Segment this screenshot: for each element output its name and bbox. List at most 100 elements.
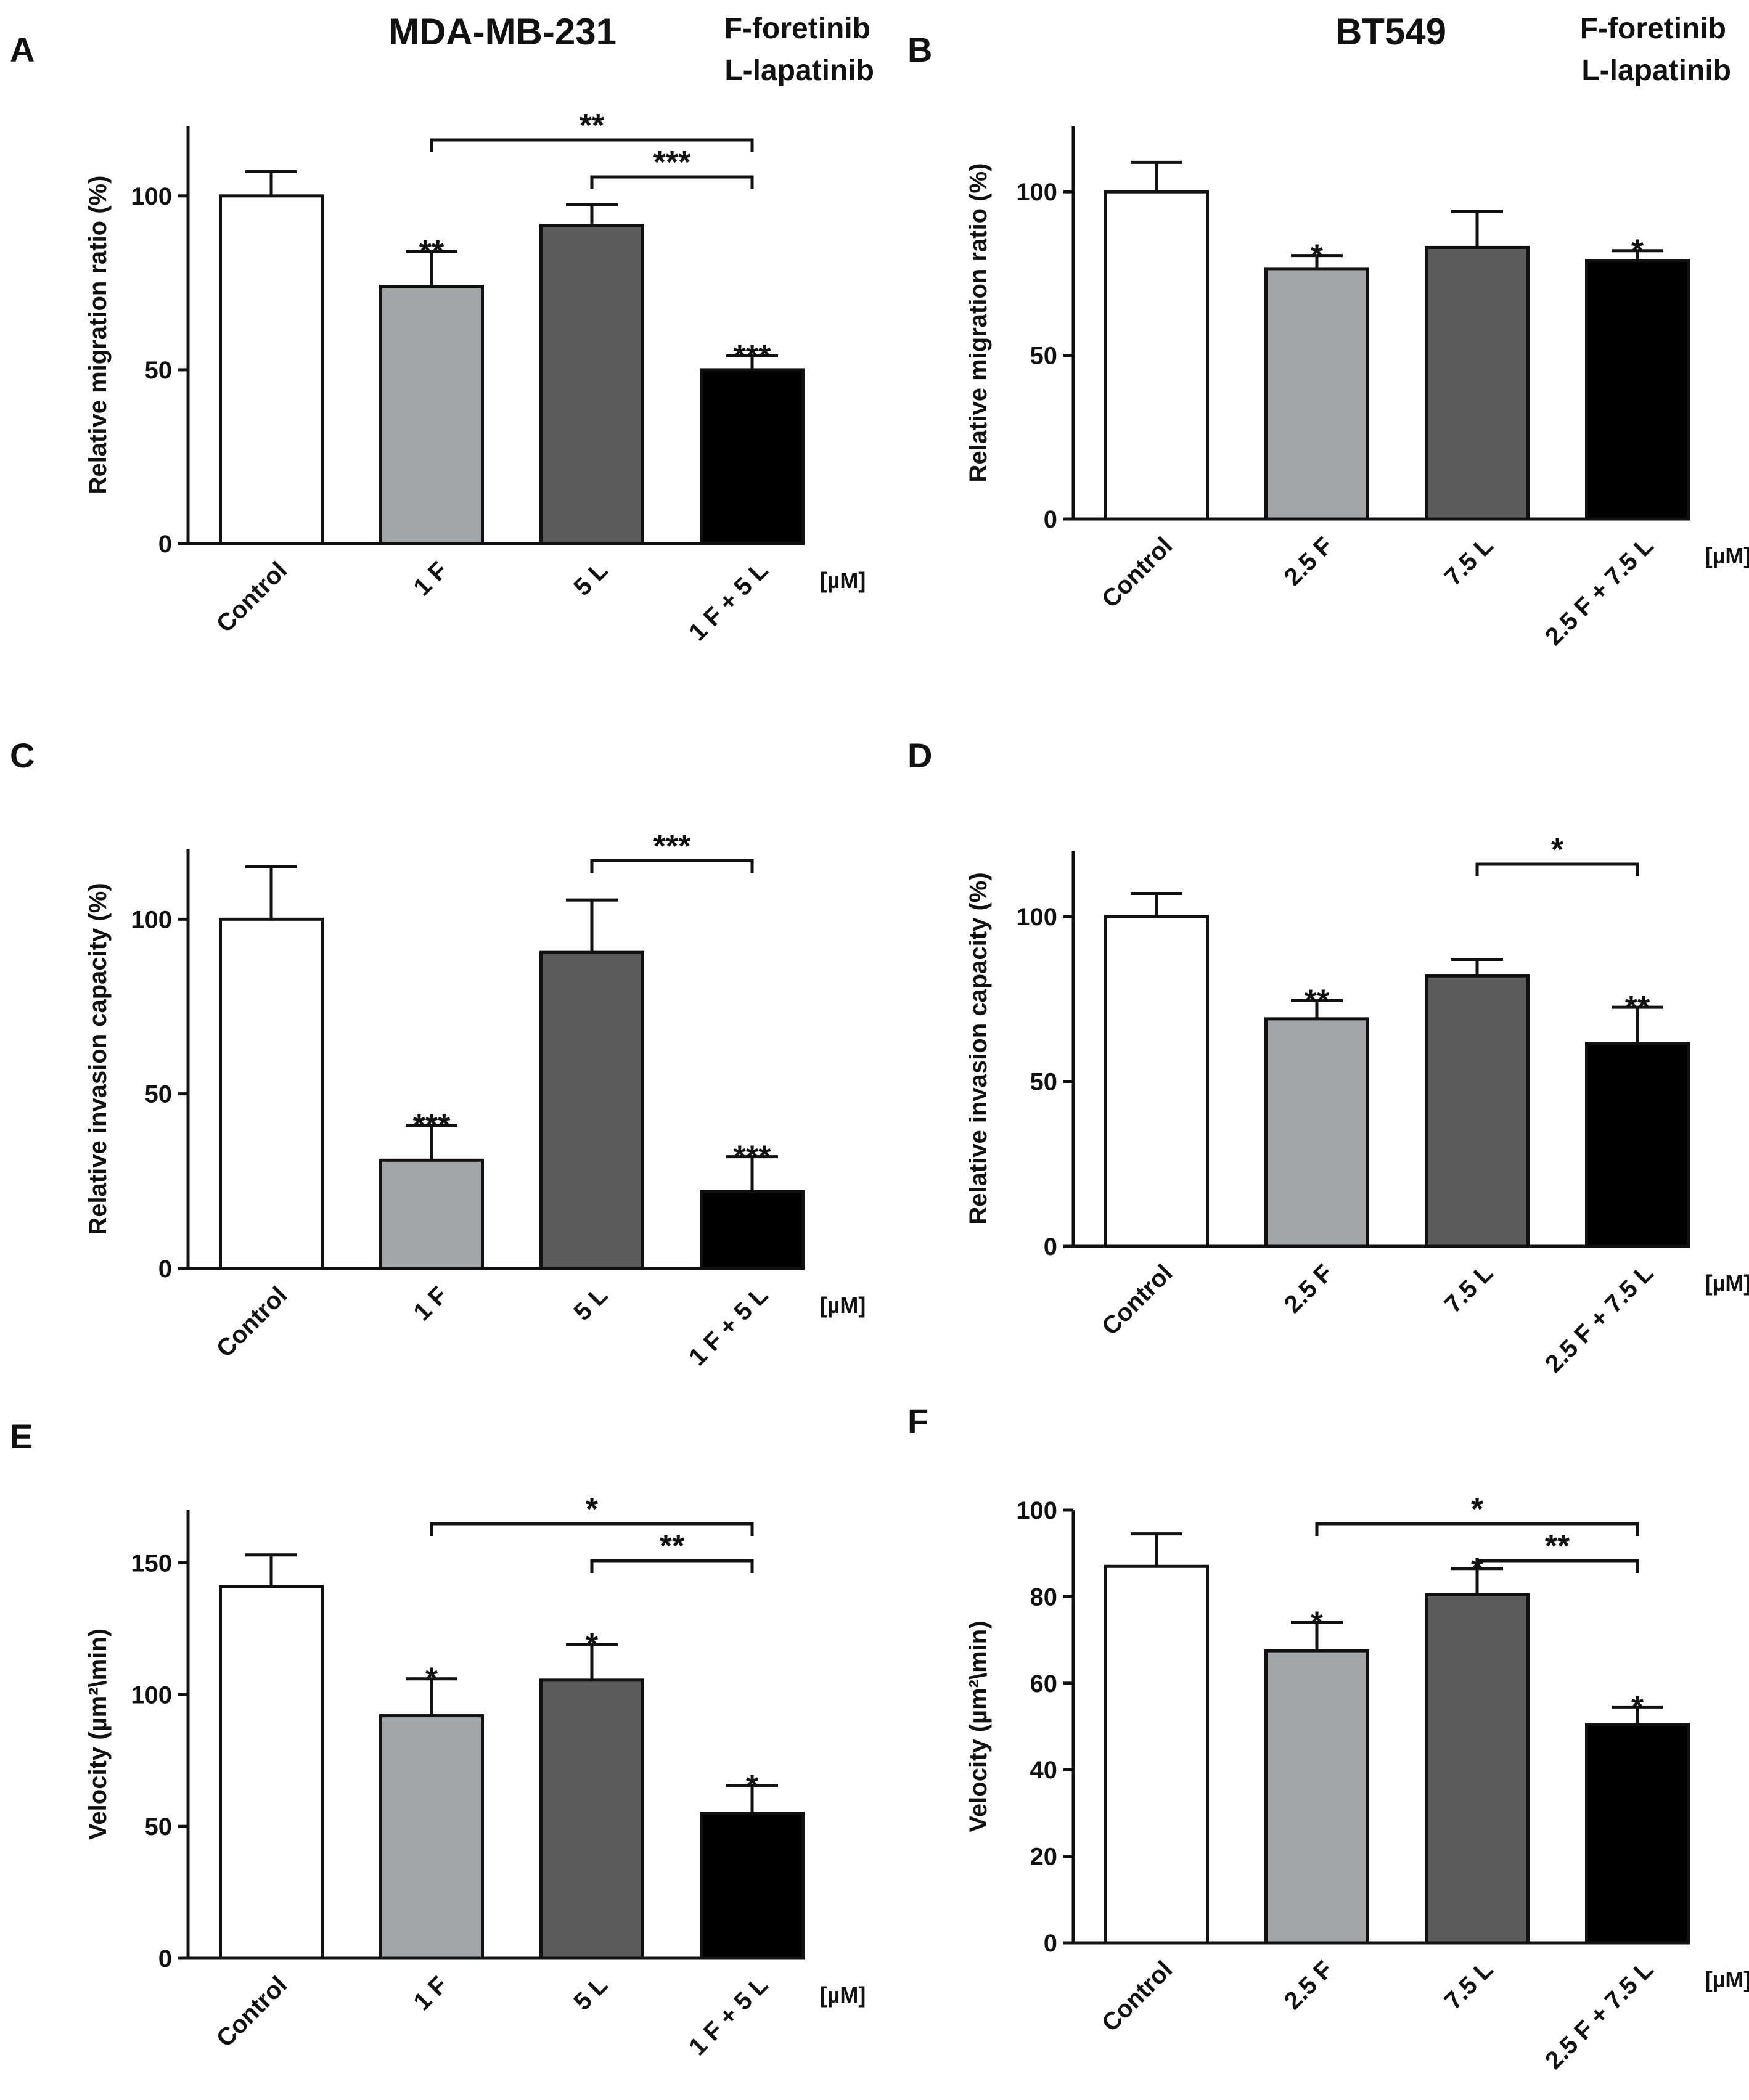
legend-right-line1: F-foretinib [1580, 12, 1726, 45]
panel-c-sig-1: *** [413, 1108, 451, 1144]
panel-e-xtick-1: 1 F [408, 1971, 453, 2016]
panel-a-ytick-label: 50 [145, 357, 173, 384]
panel-d-bar-2 [1425, 974, 1530, 1248]
panel-d-ytick-label: 50 [1030, 1069, 1058, 1096]
panel-e-ytick-label: 150 [131, 1550, 172, 1577]
panel-f-bracket-label-1: ** [1545, 1529, 1570, 1564]
panel-b-sig-1: * [1311, 239, 1324, 274]
title-left: MDA-MB-231 [388, 11, 616, 52]
panel-e-sig-1: * [425, 1662, 438, 1698]
panel-f-sig-1: * [1311, 1606, 1324, 1641]
panel-a-unit-label: [µM] [820, 568, 866, 593]
panel-b-ytick-label: 100 [1016, 179, 1057, 206]
panel-a-xtick-3: 1 F + 5 L [684, 557, 773, 646]
panel-d-bar-1 [1264, 1017, 1369, 1248]
panel-f-xtick-1: 2.5 F [1279, 1956, 1338, 2015]
panel-f-xtick-3: 2.5 F + 7.5 L [1540, 1956, 1658, 2074]
panel-a-bar-3 [700, 368, 805, 545]
panel-c-bar-0 [219, 917, 324, 1270]
panel-e-xtick-2: 5 L [568, 1971, 613, 2016]
panel-d-label: D [907, 736, 932, 775]
panel-c-ytick-label: 50 [145, 1081, 173, 1108]
panel-c-xtick-0: Control [211, 1281, 293, 1363]
panel-e-sig-2: * [586, 1627, 599, 1663]
panel-f-label: F [907, 1402, 928, 1440]
panel-b-xtick-3: 2.5 F + 7.5 L [1540, 532, 1658, 650]
panel-a-ytick-label: 100 [131, 183, 172, 210]
panel-b-ylabel: Relative migration ratio (%) [965, 163, 992, 483]
title-right: BT549 [1335, 11, 1446, 52]
panel-f-ytick-label: 60 [1030, 1670, 1058, 1698]
panel-f-bar-3 [1585, 1722, 1690, 1945]
panel-a-bar-1 [379, 285, 484, 545]
panel-f-xtick-0: Control [1097, 1956, 1178, 2037]
panel-d-sig-3: ** [1625, 990, 1650, 1026]
panel-a-bracket-label-1: *** [653, 145, 691, 181]
panel-a-bar-2 [539, 224, 644, 545]
panel-c-bar-1 [379, 1158, 484, 1270]
panel-f-ytick-label: 40 [1030, 1757, 1058, 1784]
panel-e-ytick-label: 100 [131, 1681, 172, 1709]
panel-c-ytick-label: 100 [131, 906, 172, 933]
panel-a-ytick-label: 0 [158, 531, 172, 558]
panel-a-bracket-label-0: ** [580, 108, 605, 144]
panel-b-sig-3: * [1631, 234, 1644, 269]
panel-a-xtick-2: 5 L [568, 557, 613, 601]
panel-e-unit-label: [µM] [820, 1982, 866, 2008]
panel-e-bracket-0 [430, 1522, 754, 1536]
panel-e-ytick-label: 50 [145, 1813, 173, 1841]
panel-b-bar-2 [1425, 245, 1530, 521]
panel-c-xtick-1: 1 F [408, 1281, 453, 1326]
panel-b-unit-label: [µM] [1705, 543, 1749, 568]
panel-b-ytick-label: 0 [1044, 506, 1057, 533]
panel-d-sig-1: ** [1305, 983, 1330, 1019]
panel-d-bracket-0 [1475, 862, 1639, 876]
panel-c-unit-label: [µM] [820, 1293, 866, 1318]
panel-c-ylabel: Relative invasion capacity (%) [84, 883, 112, 1235]
panel-e-bar-3 [700, 1812, 805, 1960]
panel-f-bracket-0 [1315, 1522, 1639, 1536]
panel-e-sig-3: * [746, 1768, 759, 1804]
panel-a-xtick-0: Control [211, 557, 293, 638]
panel-e-bracket-label-0: * [586, 1492, 599, 1527]
panel-d-unit-label: [µM] [1705, 1270, 1749, 1296]
panel-e-label: E [10, 1417, 33, 1456]
panel-d-xtick-3: 2.5 F + 7.5 L [1540, 1259, 1658, 1378]
panel-c-bar-3 [700, 1190, 805, 1270]
panel-c-xtick-3: 1 F + 5 L [684, 1281, 773, 1371]
panel-a-label: A [10, 30, 35, 69]
panel-e-ylabel: Velocity (µm²\min) [84, 1628, 112, 1840]
panel-e-bar-1 [379, 1714, 484, 1960]
panel-b-bar-1 [1264, 267, 1369, 521]
panel-b-xtick-1: 2.5 F [1279, 532, 1338, 591]
panel-f-bar-0 [1104, 1564, 1209, 1945]
panel-e-bar-2 [539, 1678, 644, 1960]
panel-f-bracket-label-0: * [1471, 1492, 1484, 1527]
panel-a-bracket-0 [430, 138, 754, 152]
panel-c-bar-2 [539, 950, 644, 1270]
panel-a-sig-3: *** [734, 338, 771, 374]
panel-d-xtick-2: 7.5 L [1440, 1259, 1499, 1318]
panel-a-sig-1: ** [419, 234, 444, 270]
panel-f-bar-2 [1425, 1593, 1530, 1945]
legend-left-line1: F-foretinib [724, 12, 870, 45]
panel-b-label: B [907, 30, 932, 69]
panel-f-ytick-label: 0 [1044, 1930, 1057, 1957]
panel-d-bar-3 [1585, 1042, 1690, 1248]
panel-e-bracket-label-1: ** [660, 1529, 685, 1564]
panel-b-bar-3 [1585, 259, 1690, 521]
panel-e-bar-0 [219, 1585, 324, 1960]
panel-e-xtick-0: Control [211, 1971, 293, 2053]
panel-b-bar-0 [1104, 190, 1209, 521]
panel-c-xtick-2: 5 L [568, 1281, 613, 1326]
panel-c-bracket-0 [590, 859, 754, 873]
panel-e-xtick-3: 1 F + 5 L [684, 1971, 773, 2061]
panel-b-ytick-label: 50 [1030, 343, 1058, 370]
panel-e-ytick-label: 0 [158, 1945, 172, 1972]
panel-f-xtick-2: 7.5 L [1440, 1956, 1499, 2015]
panel-a-xtick-1: 1 F [408, 557, 453, 601]
panel-d-bracket-label-0: * [1551, 832, 1564, 868]
panel-e-bracket-1 [590, 1559, 754, 1573]
panel-d-xtick-0: Control [1097, 1259, 1178, 1341]
